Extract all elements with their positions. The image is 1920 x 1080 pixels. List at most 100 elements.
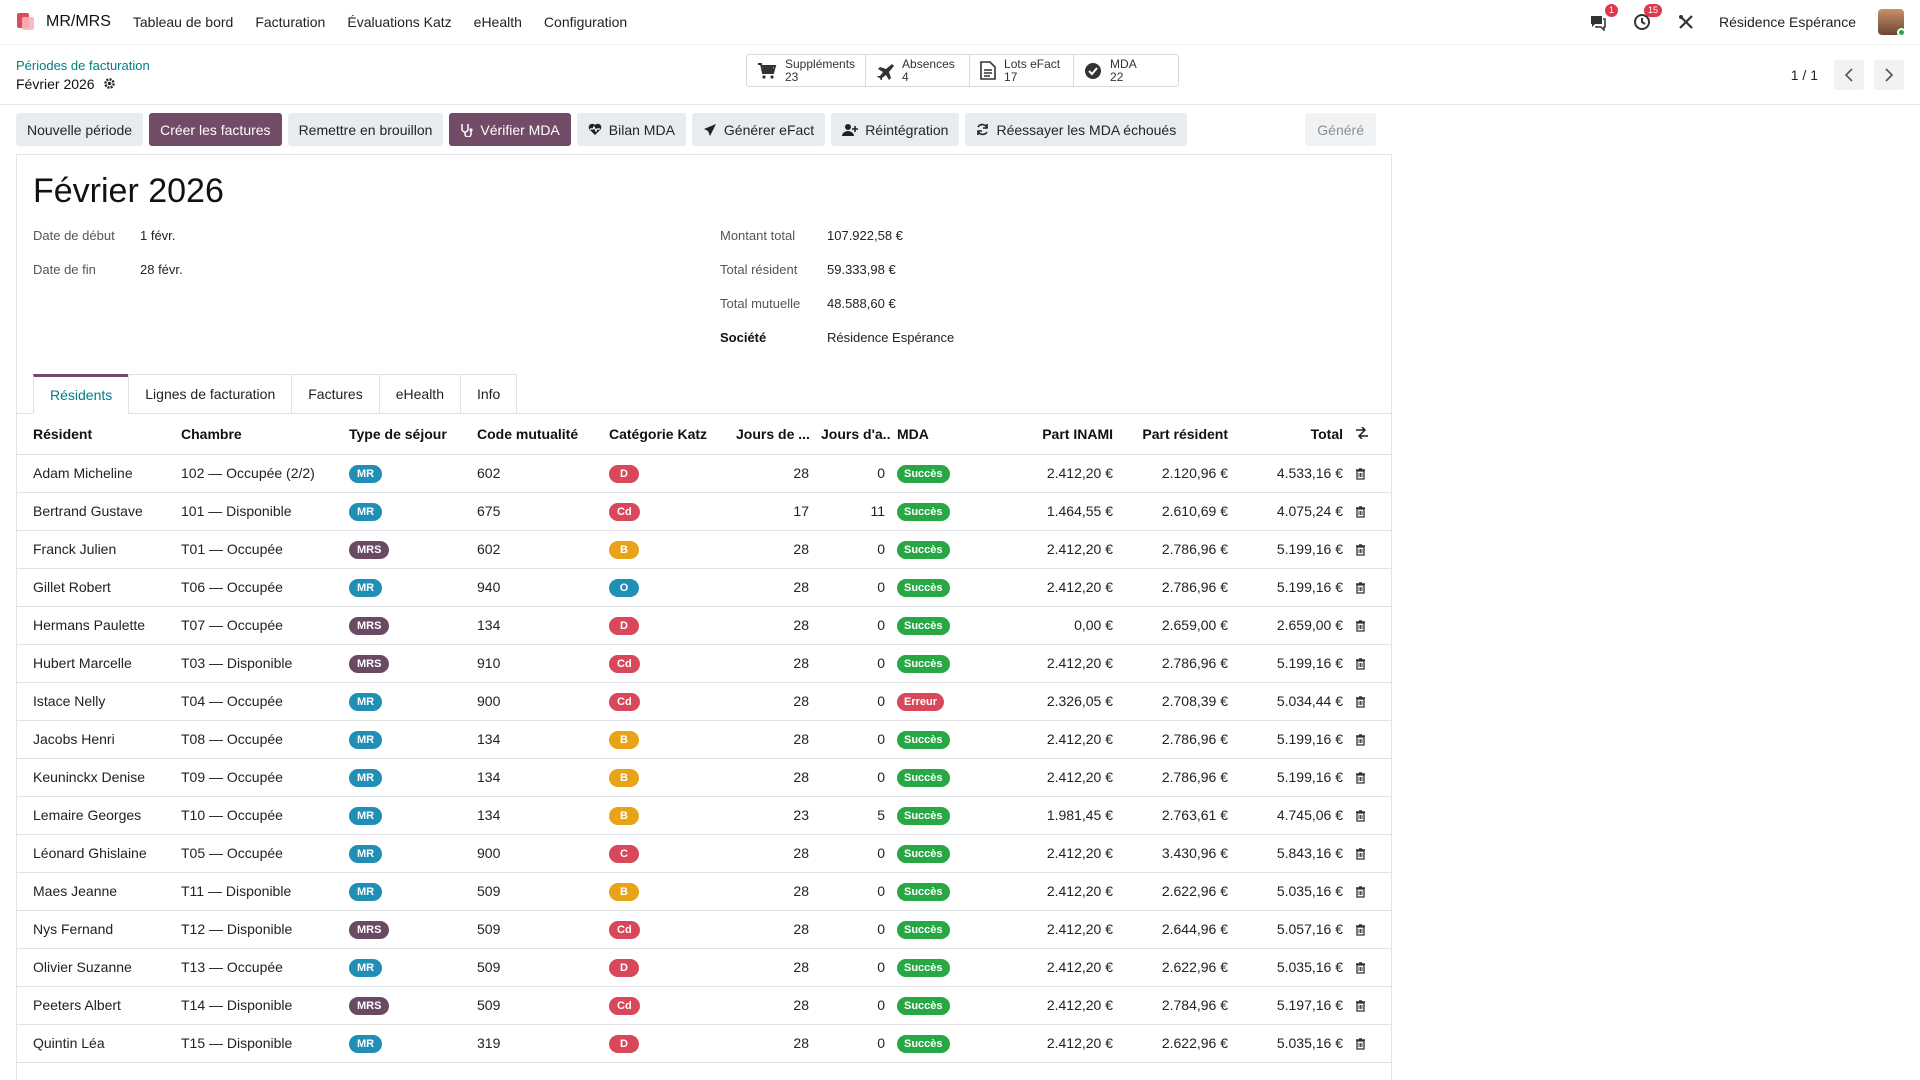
trash-icon[interactable] (1355, 848, 1366, 860)
menu-dashboard[interactable]: Tableau de bord (132, 14, 234, 30)
resident-name[interactable]: Léonard Ghislaine (17, 834, 175, 873)
end-date-value[interactable]: 28 févr. (140, 262, 183, 277)
table-row[interactable]: Keuninckx Denise T09 — Occupée MR 134 B 28 0 Su… (17, 758, 1391, 797)
table-row[interactable]: Istace Nelly T04 — Occupée MR 900 Cd 28 0 Erreu… (17, 682, 1391, 721)
new-period-button[interactable]: Nouvelle période (16, 113, 144, 146)
trash-icon[interactable] (1355, 468, 1366, 480)
mda-report-button[interactable]: Bilan MDA (576, 113, 686, 146)
resident-name[interactable]: Hermans Paulette (17, 606, 175, 645)
pager-next-button[interactable] (1874, 60, 1904, 90)
table-row[interactable]: Nys Fernand T12 — Disponible MRS 509 Cd 28 0 Su… (17, 910, 1391, 949)
start-date-value[interactable]: 1 févr. (140, 228, 176, 243)
stat-efact-button[interactable]: Lots eFact 17 (970, 55, 1075, 86)
col-mutual-code[interactable]: Code mutualité (471, 414, 603, 455)
resident-name[interactable]: Gillet Robert (17, 568, 175, 607)
mda-status-badge: Succès (897, 768, 950, 787)
table-row[interactable]: Franck Julien T01 — Occupée MRS 602 B 28 0 Succ… (17, 530, 1391, 569)
pager-previous-button[interactable] (1834, 60, 1864, 90)
col-room[interactable]: Chambre (175, 414, 343, 455)
stay-type-badge: MRS (349, 616, 390, 635)
tab-residents[interactable]: Résidents (33, 374, 129, 414)
tools-icon[interactable] (1675, 11, 1697, 33)
table-row[interactable]: Hubert Marcelle T03 — Disponible MRS 910 Cd 2… (17, 644, 1391, 683)
trash-icon[interactable] (1355, 658, 1366, 670)
resident-name[interactable]: Adam Micheline (17, 454, 175, 493)
col-katz[interactable]: Catégorie Katz (603, 414, 730, 455)
app-name[interactable]: MR/MRS (46, 13, 111, 30)
resident-name[interactable]: Nys Fernand (17, 910, 175, 949)
col-resident-part[interactable]: Part résident (1119, 414, 1234, 455)
trash-icon[interactable] (1355, 544, 1366, 556)
resident-name[interactable]: Istace Nelly (17, 682, 175, 721)
table-row[interactable]: Peeters Albert T14 — Disponible MRS 509 Cd 28… (17, 986, 1391, 1025)
table-row[interactable]: Léonard Ghislaine T05 — Occupée MR 900 C 28 0 S… (17, 834, 1391, 873)
gear-icon[interactable] (103, 77, 116, 90)
col-inami[interactable]: Part INAMI (1001, 414, 1119, 455)
col-resident[interactable]: Résident (17, 414, 175, 455)
table-row[interactable]: Maes Jeanne T11 — Disponible MR 509 B 28 0 Succ… (17, 872, 1391, 911)
resident-name[interactable]: Bertrand Gustave (17, 492, 175, 531)
trash-icon[interactable] (1355, 620, 1366, 632)
col-days[interactable]: Jours de ... (730, 414, 815, 455)
tab-info[interactable]: Info (459, 374, 518, 414)
col-stay-type[interactable]: Type de séjour (343, 414, 471, 455)
tab-ehealth[interactable]: eHealth (378, 374, 460, 414)
trash-icon[interactable] (1355, 772, 1366, 784)
trash-icon[interactable] (1355, 924, 1366, 936)
resident-name[interactable]: Peeters Albert (17, 986, 175, 1025)
create-invoices-button[interactable]: Créer les factures (149, 113, 282, 146)
trash-icon[interactable] (1355, 962, 1366, 974)
user-avatar[interactable] (1878, 9, 1906, 37)
trash-icon[interactable] (1355, 886, 1366, 898)
menu-configuration[interactable]: Configuration (543, 14, 628, 30)
table-row[interactable]: Gillet Robert T06 — Occupée MR 940 O 28 0 Succè… (17, 568, 1391, 607)
table-row[interactable]: Lemaire Georges T10 — Occupée MR 134 B 23 5 Suc… (17, 796, 1391, 835)
activities-clock-icon[interactable]: 15 (1631, 4, 1663, 33)
trash-icon[interactable] (1355, 582, 1366, 594)
trash-icon[interactable] (1355, 810, 1366, 822)
tab-invoices[interactable]: Factures (291, 374, 379, 414)
resident-name[interactable]: Franck Julien (17, 530, 175, 569)
trash-icon[interactable] (1355, 1038, 1366, 1050)
pager-value[interactable]: 1 / 1 (1790, 67, 1818, 83)
reintegration-button[interactable]: Réintégration (831, 113, 960, 146)
resident-name[interactable]: Quintin Léa (17, 1024, 175, 1063)
resident-name[interactable]: Hubert Marcelle (17, 644, 175, 683)
table-row[interactable]: Olivier Suzanne T13 — Occupée MR 509 D 28 0 Suc… (17, 948, 1391, 987)
retry-mda-button[interactable]: Réessayer les MDA échoués (965, 113, 1188, 146)
col-total[interactable]: Total (1234, 414, 1349, 455)
table-row[interactable]: Bertrand Gustave 101 — Disponible MR 675 Cd 1… (17, 492, 1391, 531)
messages-icon[interactable]: 1 (1587, 4, 1619, 33)
trash-icon[interactable] (1355, 506, 1366, 518)
menu-billing[interactable]: Facturation (255, 14, 326, 30)
tab-billing-lines[interactable]: Lignes de facturation (128, 374, 292, 414)
katz-badge: Cd (609, 996, 640, 1015)
stat-absences-button[interactable]: Absences 4 (866, 55, 971, 86)
resident-name[interactable]: Keuninckx Denise (17, 758, 175, 797)
stat-supplements-button[interactable]: Suppléments 23 (747, 55, 867, 86)
verify-mda-button[interactable]: Vérifier MDA (449, 113, 571, 146)
resident-name[interactable]: Maes Jeanne (17, 872, 175, 911)
col-optional-toggle[interactable] (1349, 414, 1391, 455)
reset-draft-button[interactable]: Remettre en brouillon (287, 113, 444, 146)
company-value[interactable]: Résidence Espérance (827, 330, 955, 345)
resident-name[interactable]: Jacobs Henri (17, 720, 175, 759)
resident-name[interactable]: Lemaire Georges (17, 796, 175, 835)
resident-name[interactable]: Olivier Suzanne (17, 948, 175, 987)
generate-efact-button[interactable]: Générer eFact (691, 113, 826, 146)
col-mda[interactable]: MDA (891, 414, 1001, 455)
trash-icon[interactable] (1355, 734, 1366, 746)
trash-icon[interactable] (1355, 696, 1366, 708)
table-row[interactable]: Hermans Paulette T07 — Occupée MRS 134 D 28 0 S… (17, 606, 1391, 645)
stat-mda-button[interactable]: MDA 22 (1074, 55, 1178, 86)
app-logo-icon[interactable] (16, 12, 36, 32)
breadcrumb-parent[interactable]: Périodes de facturation (16, 57, 150, 73)
company-switcher[interactable]: Résidence Espérance (1719, 14, 1856, 30)
table-row[interactable]: Quintin Léa T15 — Disponible MR 319 D 28 0 Succ… (17, 1024, 1391, 1063)
menu-ehealth[interactable]: eHealth (473, 14, 522, 30)
menu-katz[interactable]: Évaluations Katz (347, 14, 452, 30)
table-row[interactable]: Adam Micheline 102 — Occupée (2/2) MR 602 D 2… (17, 454, 1391, 493)
trash-icon[interactable] (1355, 1000, 1366, 1012)
col-absence-days[interactable]: Jours d'a... (815, 414, 891, 455)
table-row[interactable]: Jacobs Henri T08 — Occupée MR 134 B 28 0 Succès… (17, 720, 1391, 759)
